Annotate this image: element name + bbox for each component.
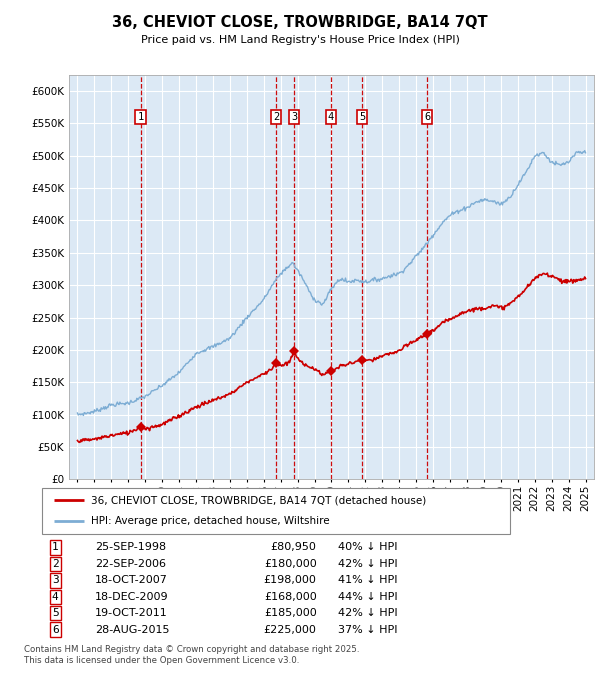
Text: 1: 1 xyxy=(137,112,144,122)
Text: £198,000: £198,000 xyxy=(263,575,317,585)
Text: Price paid vs. HM Land Registry's House Price Index (HPI): Price paid vs. HM Land Registry's House … xyxy=(140,35,460,46)
Text: 2: 2 xyxy=(273,112,279,122)
Text: 19-OCT-2011: 19-OCT-2011 xyxy=(95,608,167,618)
Text: 2: 2 xyxy=(52,559,59,569)
Text: 5: 5 xyxy=(52,608,59,618)
Text: 22-SEP-2006: 22-SEP-2006 xyxy=(95,559,166,569)
Text: 1: 1 xyxy=(52,543,59,552)
Text: 25-SEP-1998: 25-SEP-1998 xyxy=(95,543,166,552)
Text: 42% ↓ HPI: 42% ↓ HPI xyxy=(338,559,397,569)
Text: 44% ↓ HPI: 44% ↓ HPI xyxy=(338,592,397,602)
Text: 41% ↓ HPI: 41% ↓ HPI xyxy=(338,575,397,585)
Text: This data is licensed under the Open Government Licence v3.0.: This data is licensed under the Open Gov… xyxy=(24,656,299,664)
Text: 36, CHEVIOT CLOSE, TROWBRIDGE, BA14 7QT: 36, CHEVIOT CLOSE, TROWBRIDGE, BA14 7QT xyxy=(112,15,488,30)
Text: 37% ↓ HPI: 37% ↓ HPI xyxy=(338,625,397,634)
Text: 42% ↓ HPI: 42% ↓ HPI xyxy=(338,608,397,618)
Text: 28-AUG-2015: 28-AUG-2015 xyxy=(95,625,169,634)
Text: HPI: Average price, detached house, Wiltshire: HPI: Average price, detached house, Wilt… xyxy=(91,516,330,526)
Text: 18-DEC-2009: 18-DEC-2009 xyxy=(95,592,169,602)
Text: £185,000: £185,000 xyxy=(264,608,317,618)
Text: £168,000: £168,000 xyxy=(264,592,317,602)
FancyBboxPatch shape xyxy=(42,488,510,534)
Text: 6: 6 xyxy=(424,112,430,122)
Text: 3: 3 xyxy=(52,575,59,585)
Text: 4: 4 xyxy=(328,112,334,122)
Text: £225,000: £225,000 xyxy=(263,625,317,634)
Text: 5: 5 xyxy=(359,112,365,122)
Text: £180,000: £180,000 xyxy=(264,559,317,569)
Text: 6: 6 xyxy=(52,625,59,634)
Text: 36, CHEVIOT CLOSE, TROWBRIDGE, BA14 7QT (detached house): 36, CHEVIOT CLOSE, TROWBRIDGE, BA14 7QT … xyxy=(91,495,427,505)
Text: 3: 3 xyxy=(291,112,298,122)
Text: Contains HM Land Registry data © Crown copyright and database right 2025.: Contains HM Land Registry data © Crown c… xyxy=(24,645,359,653)
Text: 40% ↓ HPI: 40% ↓ HPI xyxy=(338,543,397,552)
Text: £80,950: £80,950 xyxy=(271,543,317,552)
Text: 4: 4 xyxy=(52,592,59,602)
Text: 18-OCT-2007: 18-OCT-2007 xyxy=(95,575,167,585)
